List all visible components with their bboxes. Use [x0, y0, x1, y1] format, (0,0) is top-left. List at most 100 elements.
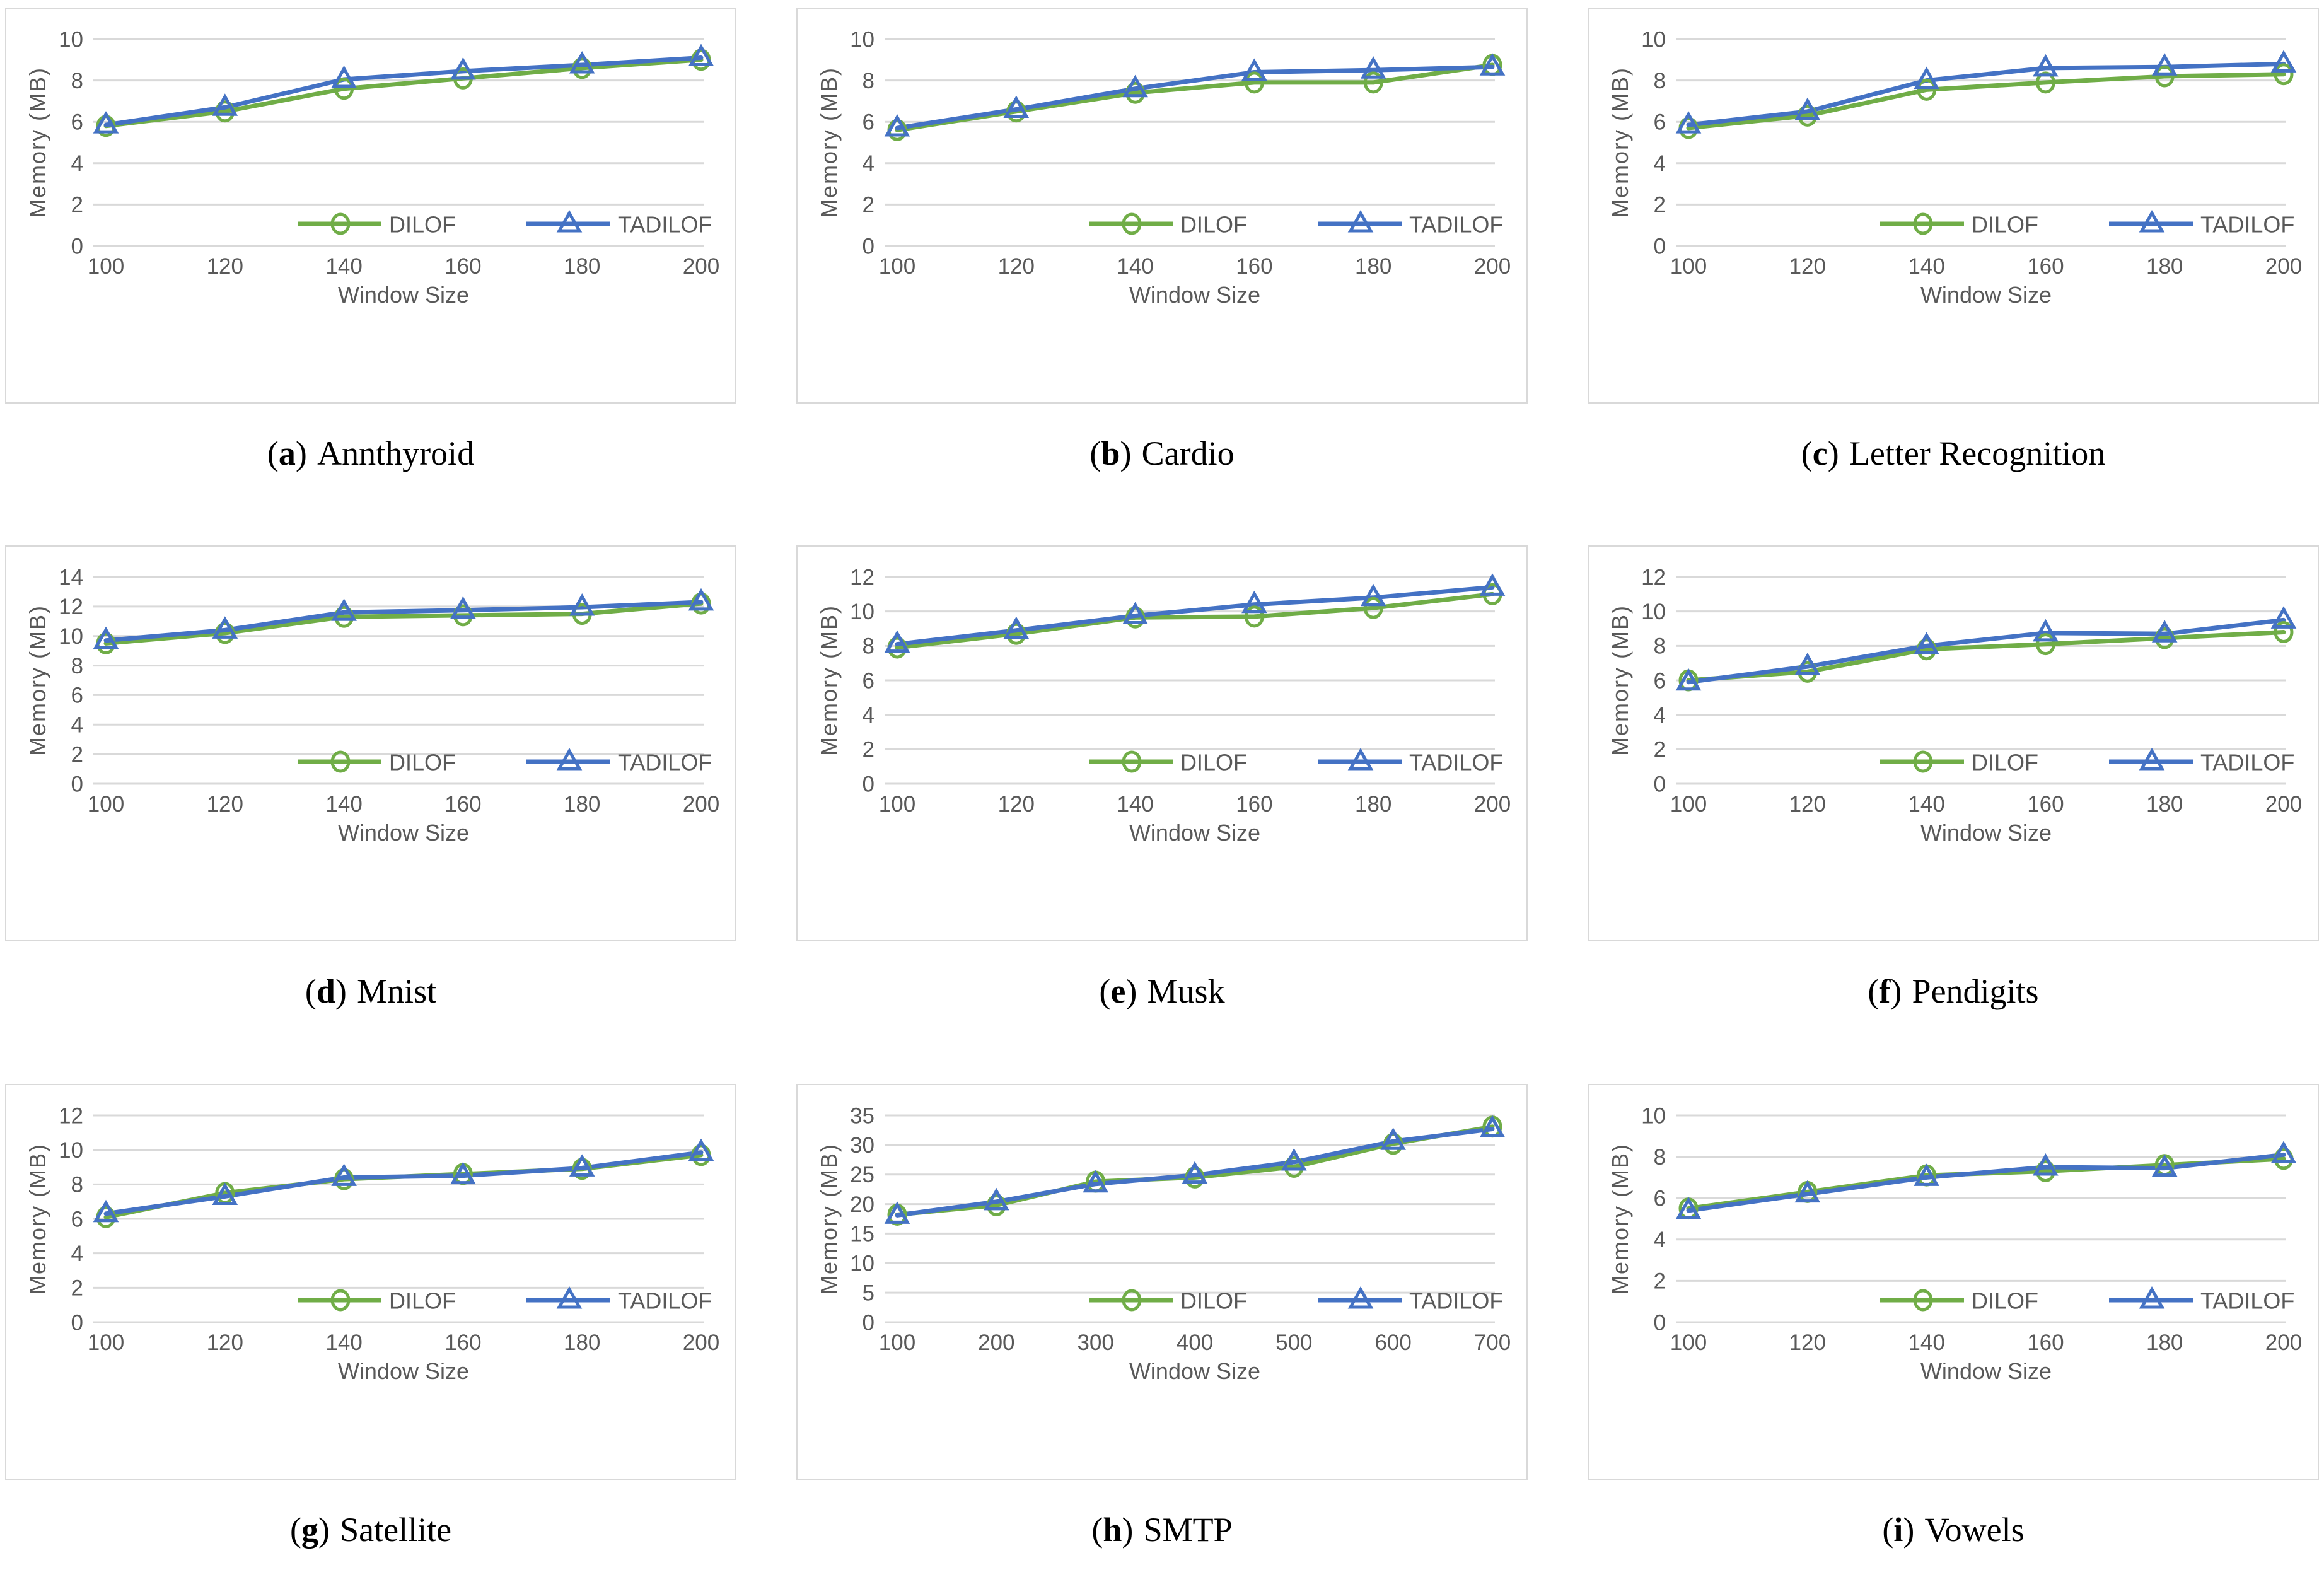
caption-name: Pendigits	[1912, 972, 2039, 1011]
chart-panel: 0 2 4 6 8 10 100 120 140 160 180 200 Window Size Memo…	[796, 8, 1528, 404]
y-tick-label: 10	[1641, 27, 1666, 52]
legend-circle-icon	[1122, 1289, 1142, 1312]
tadilof-marker	[1360, 56, 1386, 79]
y-axis-title: Memory (MB)	[25, 1143, 50, 1294]
tadilof-marker	[1914, 66, 1939, 90]
chart-panel: 0 2 4 6 8 10 12 100 120 140 160 180 200 Window Size Me…	[5, 1083, 736, 1480]
tadilof-line	[103, 55, 704, 127]
legend-label: DILOF	[389, 212, 456, 238]
caption-paren-close: )	[1120, 434, 1132, 472]
chart-figure-i: 0 2 4 6 8 10 100 120 140 160 180 200 Window Size Memo…	[1588, 1083, 2319, 1549]
x-tick-label: 200	[683, 792, 719, 817]
chart-canvas: 0 2 4 6 8 10 12 100 120 140 160 180 200 Window Size Me…	[816, 566, 1511, 846]
tadilof-line	[103, 600, 704, 643]
legend-triangle-icon	[2139, 209, 2165, 233]
y-tick-label: 15	[850, 1221, 874, 1246]
caption-letter: b	[1101, 434, 1120, 472]
chart-panel: 0 2 4 6 8 10 100 120 140 160 180 200 Window Size Memo…	[1588, 1083, 2319, 1480]
chart-canvas: 0 2 4 6 8 10 100 120 140 160 180 200 Window Size Memo…	[1607, 1103, 2302, 1384]
x-tick-label: 120	[998, 254, 1035, 279]
chart-panel: 0 2 4 6 8 10 100 120 140 160 180 200 Window Size Memo…	[1588, 8, 2319, 404]
y-tick-label: 10	[1641, 1103, 1666, 1128]
y-tick-label: 2	[71, 1276, 83, 1300]
legend-circle-icon	[1913, 750, 1933, 773]
y-axis-title: Memory (MB)	[816, 67, 842, 218]
x-axis-title: Window Size	[1920, 282, 2052, 308]
chart-canvas: 0 2 4 6 8 10 100 120 140 160 180 200 Window Size Memo…	[1607, 27, 2302, 308]
x-tick-label: 140	[325, 792, 362, 817]
x-tick-label: 100	[88, 254, 124, 279]
tadilof-marker	[569, 1154, 595, 1177]
chart-figure-f: 0 2 4 6 8 10 12 100 120 140 160 180 200 Window Size Me…	[1588, 545, 2319, 1010]
x-tick-label: 160	[2027, 254, 2064, 279]
legend-label: DILOF	[1180, 750, 1247, 776]
x-tick-label: 200	[2265, 792, 2302, 817]
y-tick-label: 2	[71, 743, 83, 767]
chart-figure-e: 0 2 4 6 8 10 12 100 120 140 160 180 200 Window Size Me…	[796, 545, 1528, 1010]
y-tick-label: 12	[59, 1103, 83, 1128]
x-tick-label: 180	[1355, 792, 1391, 817]
caption-paren-close: )	[1890, 972, 1902, 1011]
y-axis-title: Memory (MB)	[1607, 1143, 1633, 1294]
chart-canvas: 0 2 4 6 8 10 100 120 140 160 180 200 Window Size Memo…	[25, 27, 719, 308]
tadilof-marker	[331, 598, 357, 622]
tadilof-line	[1686, 1152, 2286, 1213]
tadilof-marker	[1380, 1127, 1406, 1150]
x-axis-title: Window Size	[338, 820, 469, 846]
x-tick-label: 180	[2146, 254, 2183, 279]
tadilof-marker	[984, 1187, 1009, 1211]
chart-caption: (b) Cardio	[796, 434, 1528, 472]
x-tick-label: 160	[1236, 792, 1272, 817]
tadilof-marker	[212, 93, 238, 116]
y-tick-label: 14	[59, 566, 83, 590]
x-tick-label: 400	[1177, 1330, 1213, 1355]
y-tick-label: 0	[863, 1310, 874, 1335]
y-tick-label: 4	[1654, 151, 1666, 176]
legend-label: TADILOF	[618, 750, 712, 776]
dilof-marker	[1363, 71, 1383, 94]
y-tick-label: 6	[71, 684, 83, 708]
legend-triangle-icon	[1347, 748, 1374, 771]
tadilof-marker	[2033, 619, 2059, 642]
tadilof-marker	[1122, 602, 1148, 625]
legend-item-tadilof: TADILOF	[1318, 209, 1503, 238]
y-tick-label: 4	[863, 703, 874, 728]
caption-name: Musk	[1147, 972, 1225, 1011]
y-tick-label: 4	[863, 151, 874, 176]
legend-label: DILOF	[389, 1288, 456, 1313]
legend-item-tadilof: TADILOF	[526, 209, 712, 238]
tadilof-marker	[1675, 1196, 1702, 1219]
dilof-marker	[2274, 621, 2294, 644]
x-tick-label: 120	[1789, 1330, 1826, 1355]
y-tick-label: 6	[71, 1207, 83, 1231]
x-tick-label: 160	[444, 1330, 481, 1355]
tadilof-marker	[1914, 1163, 1939, 1186]
caption-name: Satellite	[340, 1510, 452, 1549]
y-tick-label: 0	[71, 234, 83, 259]
x-tick-label: 160	[444, 254, 481, 279]
tadilof-marker	[1360, 584, 1386, 607]
y-tick-label: 2	[1654, 193, 1666, 218]
tadilof-marker	[212, 1182, 238, 1205]
tadilof-marker	[2033, 54, 2059, 77]
dilof-line	[1686, 630, 2286, 683]
y-axis-title: Memory (MB)	[25, 605, 50, 756]
y-axis-title: Memory (MB)	[816, 605, 842, 756]
y-tick-label: 4	[71, 151, 83, 176]
tadilof-marker	[884, 1201, 910, 1224]
chart-panel: 0 2 4 6 8 10 12 100 120 140 160 180 200 Window Size Me…	[796, 545, 1528, 942]
tadilof-marker	[2270, 50, 2297, 73]
x-tick-label: 100	[1670, 792, 1707, 817]
y-tick-label: 4	[1654, 703, 1666, 728]
x-tick-label: 160	[2027, 792, 2064, 817]
chart-caption: (a) Annthyroid	[5, 434, 736, 472]
caption-name: Annthyroid	[317, 434, 475, 472]
x-axis-title: Window Size	[1129, 1358, 1260, 1384]
y-tick-label: 0	[1654, 772, 1666, 797]
caption-letter: e	[1110, 972, 1126, 1011]
x-tick-label: 100	[88, 792, 124, 817]
caption-name: Vowels	[1924, 1510, 2025, 1549]
tadilof-marker	[450, 596, 476, 619]
x-tick-label: 180	[564, 254, 600, 279]
y-tick-label: 10	[1641, 600, 1666, 624]
